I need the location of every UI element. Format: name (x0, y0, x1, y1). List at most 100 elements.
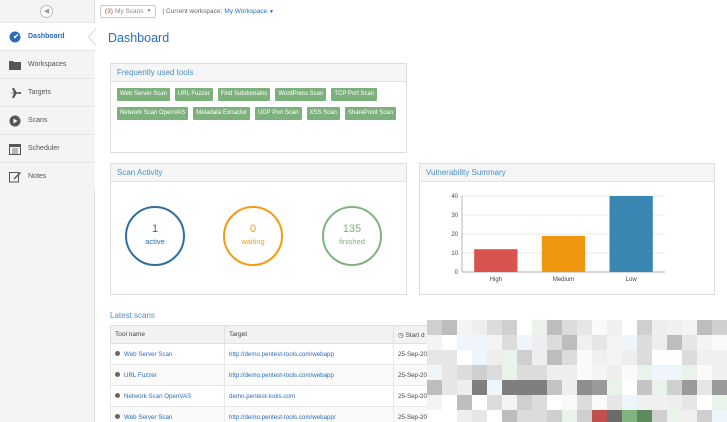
bar-low[interactable] (609, 196, 653, 272)
sidebar-nav: Dashboard Workspaces Targets Scans Sched… (0, 22, 96, 190)
sidebar-item-notes[interactable]: Notes (0, 162, 95, 190)
pixel-block (637, 320, 652, 335)
pixel-block (517, 335, 532, 350)
pixel-block (562, 380, 577, 395)
pixel-block (502, 395, 517, 410)
pixel-block (532, 365, 547, 380)
waiting-label: waiting (241, 237, 265, 246)
waiting-scans-indicator[interactable]: 0 waiting (223, 206, 283, 266)
start-date-cell: 25-Sep-20 (393, 343, 431, 365)
tool-cell[interactable]: URL Fuzzer (110, 364, 225, 386)
bar-high[interactable] (474, 249, 518, 272)
pixel-block (532, 335, 547, 350)
pixel-block (517, 395, 532, 410)
tool-web-server-scan[interactable]: Web Server Scan (117, 88, 170, 101)
pixel-block (682, 410, 697, 422)
pixel-block (592, 380, 607, 395)
y-tick-label: 30 (451, 213, 458, 219)
pixel-block (427, 395, 442, 410)
pixel-block (622, 395, 637, 410)
column-start-date[interactable]: ◷ Start d (393, 325, 431, 344)
vulnerability-summary-panel: Vulnerability Summary 0 10 20 30 40 High Mediu… (419, 163, 715, 295)
table-header-row: Tool name Target ◷ Start d (110, 325, 431, 344)
tool-cell[interactable]: Web Server Scan (110, 343, 225, 365)
tool-link[interactable]: Web Server Scan (124, 413, 173, 421)
pixel-block (607, 365, 622, 380)
pixel-block (562, 320, 577, 335)
sidebar-item-workspaces[interactable]: Workspaces (0, 50, 95, 78)
sidebar-item-label: Scheduler (28, 145, 60, 152)
pixel-block (427, 380, 442, 395)
tool-link[interactable]: Network Scan OpenVAS (124, 392, 192, 400)
sidebar-item-scans[interactable]: Scans (0, 106, 95, 134)
tool-link[interactable]: Web Server Scan (124, 350, 173, 358)
tool-xss-scan[interactable]: XSS Scan (306, 107, 340, 120)
active-scans-indicator[interactable]: 1 active (125, 206, 185, 266)
pixel-block (577, 395, 592, 410)
pixel-block (547, 335, 562, 350)
pixel-block (502, 410, 517, 422)
column-start-date-label: Start d (405, 331, 425, 339)
tool-cell[interactable]: Network Scan OpenVAS (110, 385, 225, 407)
pixel-block (517, 365, 532, 380)
tool-wordpress-scan[interactable]: WordPress Scan (275, 88, 327, 101)
tool-tcp-port-scan[interactable]: TCP Port Scan (331, 88, 378, 101)
pixel-block (457, 395, 472, 410)
tools-list: Web Server Scan URL Fuzzer Find Subdomai… (111, 82, 406, 126)
pixel-block (442, 380, 457, 395)
pixel-block (517, 380, 532, 395)
pixel-block (457, 380, 472, 395)
pixel-block (682, 350, 697, 365)
pixel-block (712, 350, 727, 365)
column-tool-name[interactable]: Tool name (110, 325, 225, 344)
pixel-block (667, 365, 682, 380)
pixel-block (577, 335, 592, 350)
tool-url-fuzzer[interactable]: URL Fuzzer (174, 88, 213, 101)
target-link[interactable]: http://demo.pentest-tools.com/webapp (229, 350, 334, 358)
pixel-block (667, 350, 682, 365)
pixel-block (592, 365, 607, 380)
target-link[interactable]: http://demo.pentest-tools.com/webapp/ (229, 413, 336, 421)
tool-cell[interactable]: Web Server Scan (110, 406, 225, 422)
sidebar-item-dashboard[interactable]: Dashboard (0, 22, 96, 50)
tool-metadata-extractor[interactable]: Metadata Extractor (193, 107, 250, 120)
bar-medium[interactable] (541, 235, 586, 272)
tool-sharepoint-scan[interactable]: SharePoint Scan (344, 107, 396, 120)
finished-scans-indicator[interactable]: 135 finished (322, 206, 382, 266)
tool-find-subdomains[interactable]: Find Subdomains (217, 88, 271, 101)
workspace-selector[interactable]: My Workspace ▼ (224, 8, 274, 15)
collapse-sidebar-button[interactable]: ◀ (40, 5, 53, 18)
target-link[interactable]: demo.pentest-tools.com (229, 392, 296, 400)
pixel-block (682, 335, 697, 350)
pixel-block (487, 320, 502, 335)
pixel-block (667, 410, 682, 422)
tool-network-scan-openvas[interactable]: Network Scan OpenVAS (117, 107, 189, 120)
activity-circles: 1 active 0 waiting 135 finished (111, 182, 406, 292)
target-link[interactable]: http://demo.pentest-tools.com/webapp (229, 371, 334, 379)
pixel-block (487, 395, 502, 410)
pixel-block (427, 365, 442, 380)
calendar-icon (9, 143, 21, 155)
pixel-block (487, 365, 502, 380)
status-dot-icon (115, 393, 120, 399)
pixel-block (682, 395, 697, 410)
tool-link[interactable]: URL Fuzzer (124, 371, 157, 379)
top-bar: (3) My Scans ▼ | Current workspace: My W… (95, 0, 727, 22)
table-row: Network Scan OpenVAS demo.pentest-tools.… (110, 385, 431, 407)
pixel-block (517, 350, 532, 365)
page-title: Dashboard (108, 31, 170, 45)
pixel-block (487, 410, 502, 422)
sidebar-item-scheduler[interactable]: Scheduler (0, 134, 95, 162)
pixel-block (472, 320, 487, 335)
tool-udp-port-scan[interactable]: UDP Port Scan (254, 107, 302, 120)
my-scans-dropdown[interactable]: (3) My Scans ▼ (100, 4, 157, 18)
gauge-icon (9, 31, 21, 43)
finished-count: 135 (342, 223, 362, 235)
target-cell: demo.pentest-tools.com (224, 385, 394, 407)
pixel-block (562, 410, 577, 422)
x-tick-label: Low (626, 277, 638, 283)
pixel-block (637, 380, 652, 395)
scans-label: My Scans (114, 7, 144, 15)
column-target[interactable]: Target (224, 325, 394, 344)
sidebar-item-targets[interactable]: Targets (0, 78, 95, 106)
